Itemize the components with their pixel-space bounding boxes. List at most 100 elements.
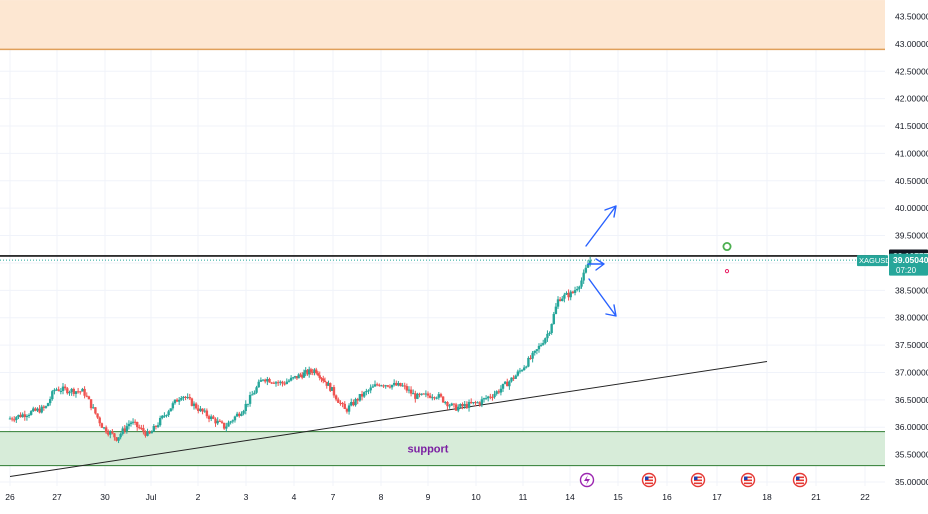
candle-body bbox=[367, 390, 370, 392]
candle-body bbox=[397, 383, 400, 386]
candle-body bbox=[371, 386, 375, 388]
last-price-label: 39.05040 bbox=[893, 255, 928, 265]
candle-body bbox=[306, 370, 309, 375]
candle-body bbox=[127, 423, 131, 427]
candle-body bbox=[518, 370, 522, 372]
candle-body bbox=[533, 350, 536, 353]
candle-body bbox=[369, 387, 372, 391]
symbol-label: XAGUSD bbox=[859, 256, 891, 265]
symbol-tag bbox=[857, 255, 888, 267]
flag-stripe bbox=[645, 479, 653, 482]
candle-body bbox=[17, 414, 20, 418]
candle-body bbox=[478, 402, 481, 405]
candle-body bbox=[53, 389, 56, 392]
candle-body bbox=[392, 382, 396, 385]
y-tick-label: 35.50000 bbox=[895, 450, 928, 460]
candle-body bbox=[238, 413, 241, 416]
candle-body bbox=[89, 399, 93, 409]
candle-body bbox=[148, 431, 151, 434]
candle-body bbox=[448, 405, 451, 407]
candle-body bbox=[388, 386, 392, 388]
candle-body bbox=[395, 382, 398, 386]
x-tick-label: 11 bbox=[519, 492, 528, 502]
candle-body bbox=[297, 374, 300, 379]
candle-body bbox=[347, 405, 351, 412]
candle-body bbox=[23, 414, 27, 418]
candle-body bbox=[240, 413, 243, 416]
candle-body bbox=[111, 431, 114, 434]
flag-stripe bbox=[796, 479, 804, 482]
candle-body bbox=[399, 383, 402, 387]
candle-body bbox=[76, 391, 80, 393]
candle-body bbox=[102, 427, 106, 429]
candle-body bbox=[34, 408, 37, 411]
flag-stripe bbox=[645, 476, 653, 479]
candle-body bbox=[503, 381, 507, 384]
candle-body bbox=[499, 388, 503, 393]
candle-body bbox=[40, 406, 43, 413]
candle-body bbox=[332, 387, 336, 396]
candle-body bbox=[457, 406, 460, 411]
candle-body bbox=[222, 422, 226, 429]
y-tick-label: 43.50000 bbox=[895, 12, 928, 22]
candle-body bbox=[529, 357, 532, 359]
candle-body bbox=[38, 408, 41, 413]
candle-body bbox=[142, 428, 145, 432]
candle-body bbox=[94, 407, 97, 414]
candle-body bbox=[565, 292, 568, 295]
candle-body bbox=[510, 377, 513, 382]
candle-body bbox=[210, 416, 213, 420]
candle-body bbox=[19, 414, 22, 418]
y-tick-label: 41.50000 bbox=[895, 121, 928, 131]
candle-body bbox=[311, 371, 314, 373]
flag-stripe bbox=[744, 482, 752, 485]
candle-body bbox=[59, 390, 63, 392]
flag-stripe bbox=[744, 479, 752, 482]
candle-body bbox=[535, 349, 539, 351]
x-tick-label: 14 bbox=[565, 492, 575, 502]
candle-body bbox=[334, 395, 338, 400]
candle-body bbox=[482, 398, 486, 400]
candle-body bbox=[225, 426, 228, 429]
grid bbox=[0, 0, 885, 486]
support-zone bbox=[0, 431, 885, 466]
candle-body bbox=[192, 403, 196, 406]
candle-body bbox=[352, 402, 355, 406]
candle-body bbox=[61, 386, 65, 391]
candle-body bbox=[299, 374, 302, 376]
candle-body bbox=[459, 403, 462, 407]
candle-body bbox=[79, 391, 82, 393]
candle-body bbox=[382, 385, 385, 387]
candle-body bbox=[15, 417, 18, 420]
candle-body bbox=[569, 291, 572, 298]
candle-body bbox=[401, 385, 404, 387]
candle-body bbox=[527, 357, 530, 367]
candle-body bbox=[356, 399, 359, 401]
candle-body bbox=[337, 399, 340, 403]
price-tags: 39.12777 XAGUSD 39.05040 07:20 bbox=[857, 249, 928, 276]
x-tick-label: 4 bbox=[292, 492, 297, 502]
y-tick-label: 39.50000 bbox=[895, 231, 928, 241]
economic-events bbox=[579, 472, 808, 488]
candle-body bbox=[42, 406, 46, 408]
candle-body bbox=[21, 414, 24, 418]
candle-body bbox=[85, 395, 88, 397]
candle-body bbox=[167, 411, 170, 416]
x-tick-label: 3 bbox=[244, 492, 249, 502]
candle-body bbox=[169, 408, 172, 412]
x-tick-label: 9 bbox=[426, 492, 431, 502]
candle-body bbox=[409, 389, 413, 394]
candle-body bbox=[325, 381, 328, 386]
candle-body bbox=[212, 416, 215, 419]
flag-canton bbox=[645, 476, 649, 480]
candle-body bbox=[467, 401, 471, 408]
candle-body bbox=[435, 397, 438, 399]
candle-body bbox=[295, 376, 299, 379]
candle-body bbox=[32, 408, 35, 412]
y-tick-label: 37.50000 bbox=[895, 340, 928, 350]
candle-body bbox=[57, 389, 60, 391]
candle-body bbox=[136, 421, 139, 428]
candle-body bbox=[450, 403, 453, 406]
candle-body bbox=[115, 437, 118, 441]
candle-body bbox=[487, 396, 490, 399]
